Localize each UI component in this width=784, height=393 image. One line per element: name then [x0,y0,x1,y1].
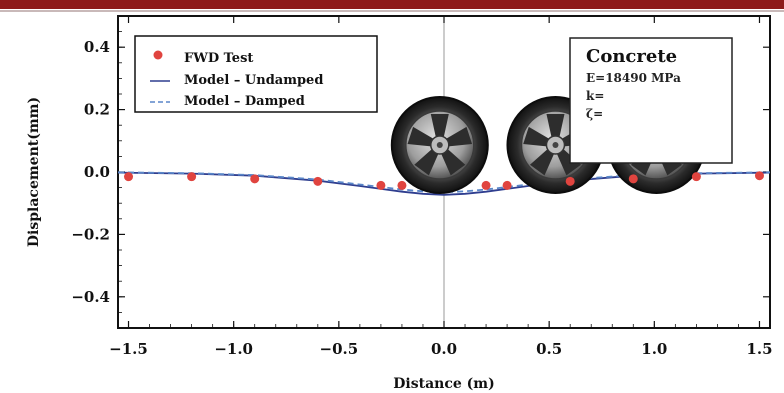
legend-label-fwd: FWD Test [184,51,253,66]
info-box-title: Concrete [586,46,677,67]
fwd-test-point [754,171,764,181]
y-tick-label: −0.4 [71,288,110,306]
fwd-test-point [313,176,323,186]
y-axis-title: Displacement(mm) [26,97,42,247]
fwd-test-point [250,174,260,184]
legend-marker-fwd [153,50,163,60]
fwd-test-point [565,176,575,186]
banner-underline [0,10,784,12]
y-tick-label: 0.2 [84,101,110,119]
fwd-test-point [124,172,134,182]
x-tick-label: −0.5 [320,340,359,358]
x-tick-label: 0.5 [536,340,562,358]
info-box-line-3: ζ= [586,107,603,121]
fwd-test-point [502,180,512,190]
legend-label-undamped: Model – Undamped [184,73,323,88]
fwd-test-point [691,172,701,182]
series-line-2 [117,171,771,194]
x-tick-label: 1.5 [746,340,772,358]
fwd-test-point [481,180,491,190]
x-tick-label: −1.5 [109,340,148,358]
fwd-test-point [187,172,197,182]
legend-box [134,35,378,113]
fwd-test-point [397,180,407,190]
wheel-icon [390,96,489,194]
info-box-line-2: k= [586,89,604,103]
y-tick-label: 0.4 [84,38,110,56]
y-tick-label: 0.0 [84,163,110,181]
info-box: Concrete E=18490 MPa k= ζ= [569,37,733,164]
y-tick-label: −0.2 [71,225,110,243]
x-axis-title: Distance (m) [393,376,494,392]
fwd-test-point [376,180,386,190]
x-tick-label: −1.0 [214,340,253,358]
top-banner [0,0,784,9]
x-tick-label: 0.0 [431,340,457,358]
legend: FWD Test Model – Undamped Model – Damped [134,35,378,113]
fwd-test-point [628,174,638,184]
legend-label-damped: Model – Damped [184,94,305,109]
x-tick-label: 1.0 [641,340,667,358]
info-box-line-1: E=18490 MPa [586,71,681,85]
info-box-frame [569,37,733,164]
